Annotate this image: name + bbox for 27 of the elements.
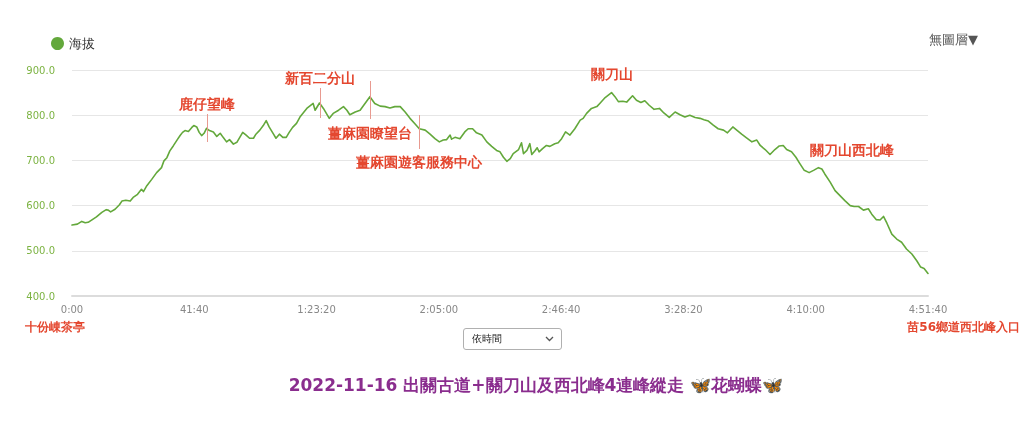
x-tick-label: 1:23:20: [297, 303, 336, 315]
x-tick-label: 3:28:20: [664, 303, 703, 315]
x-tick-label: 4:51:40: [908, 303, 948, 315]
annotation: 關刀山: [590, 65, 633, 82]
annotation: 關刀山西北峰: [810, 141, 895, 158]
annotation: 鹿仔望峰: [178, 96, 235, 113]
y-tick-label: 500.0: [26, 245, 55, 257]
annotation: 新百二分山: [284, 69, 355, 86]
x-tick-label: 0:00: [60, 303, 84, 315]
text: 苗56鄉道西北峰入口: [907, 320, 1020, 335]
line-series: [71, 91, 929, 275]
x-tick-label: 2:46:40: [541, 303, 581, 315]
y-tick-label: 800.0: [26, 109, 55, 121]
x-tick-label: 2:05:00: [419, 303, 459, 315]
legend-label: 海拔: [69, 36, 95, 51]
select-field: 依時間: [463, 328, 562, 350]
y-tick-label: 400.0: [26, 290, 55, 302]
menu-label: 無圖層▼: [929, 32, 978, 48]
y-tick-label: 600.0: [26, 200, 55, 212]
x-tick-label: 4:10:00: [786, 303, 825, 315]
y-tick-label: 900.0: [26, 64, 55, 76]
text: 2022-11-16 出關古道+關刀山及西北峰4連峰縱走 🦋花蝴蝶🦋: [287, 374, 785, 397]
x-tick-label: 41:40: [179, 303, 209, 315]
annotation: 薑麻園遊客服務中心: [356, 153, 483, 170]
y-tick-label: 700.0: [26, 154, 55, 166]
annotation: 薑麻園瞭望台: [327, 124, 412, 141]
text: 十份崠茶亭: [25, 320, 85, 335]
